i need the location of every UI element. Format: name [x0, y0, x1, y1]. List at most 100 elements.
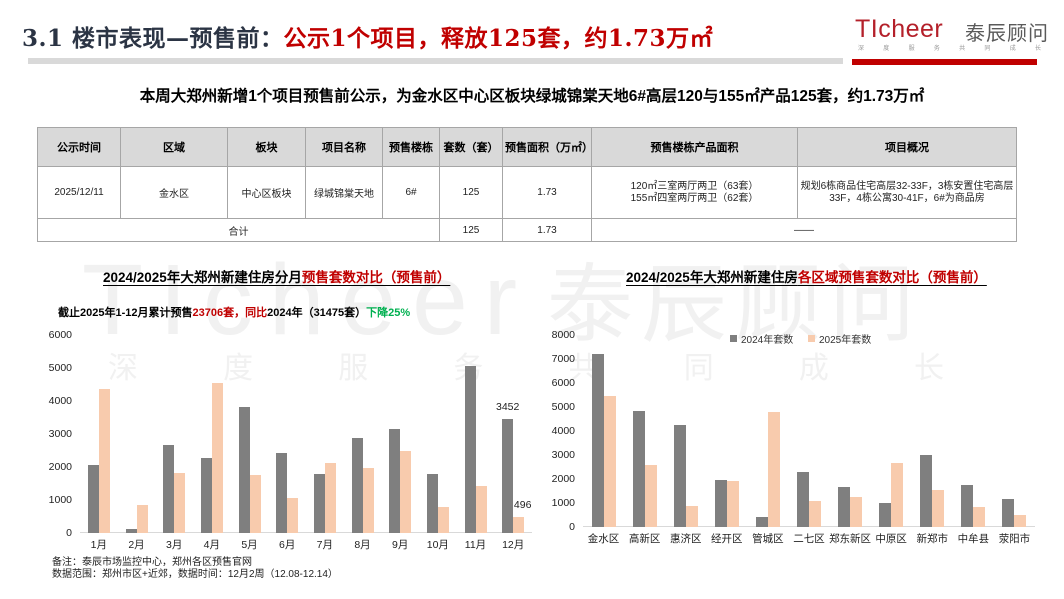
table-row: 2025/12/11 金水区 中心区板块 绿城锦棠天地 6# 125 1.73 … — [37, 166, 1017, 219]
x-axis-category: 3月 — [165, 539, 183, 551]
data-label: 3452 — [495, 401, 520, 414]
logo-slogan-char: 共 — [959, 46, 966, 52]
x-axis-category: 郑东新区 — [829, 533, 872, 545]
bar-series-b — [726, 481, 739, 527]
bar-series-a — [238, 406, 250, 533]
bar-series-a — [125, 529, 137, 533]
subtitle-total-2024: 2024年（31475套） — [267, 307, 367, 319]
watermark-char: 长 — [913, 352, 944, 385]
table-header-row: 公示时间 区域 板块 项目名称 预售楼栋 套数（套） 预售面积（万㎡） 预售楼栋… — [37, 127, 1017, 167]
cell-district: 金水区 — [120, 166, 228, 219]
bar-series-a — [920, 455, 933, 527]
bar-series-b — [287, 498, 299, 533]
total-area: 1.73 — [502, 218, 592, 242]
bar-series-a — [502, 419, 514, 533]
bar-series-b — [809, 501, 821, 527]
watermark-char: 同 — [683, 352, 714, 385]
x-axis-category: 7月 — [316, 539, 333, 551]
y-axis-tick: 0 — [66, 527, 72, 539]
bar-series-a — [961, 484, 974, 527]
title-divider-gray — [28, 58, 843, 64]
monthly-chart-subtitle: 截止2025年1-12月累计预售23706套，同比2024年（31475套）下降… — [58, 304, 410, 320]
x-axis-category: 6月 — [278, 539, 296, 551]
col-header-area: 预售面积（万㎡） — [502, 127, 593, 167]
presale-table: 公示时间 区域 板块 项目名称 预售楼栋 套数（套） 预售面积（万㎡） 预售楼栋… — [37, 127, 1017, 242]
bar-series-b — [644, 464, 657, 527]
bar-series-b — [211, 382, 223, 533]
logo-slogan-char: 务 — [933, 46, 940, 52]
bar-series-a — [351, 437, 363, 533]
col-header-district: 区域 — [120, 127, 228, 167]
watermark-slogan: 深 度 服 务 共 同 成 长 — [108, 352, 944, 386]
x-axis-category: 新郑市 — [916, 533, 949, 545]
title-divider-red — [852, 59, 1037, 65]
total-label: 合计 — [37, 218, 440, 242]
x-axis-category: 中原区 — [875, 533, 907, 545]
x-axis-category: 8月 — [354, 539, 371, 551]
y-axis-tick: 2000 — [551, 473, 575, 485]
col-header-date: 公示时间 — [37, 127, 121, 167]
watermark-char: 深 — [108, 352, 138, 385]
page-title-highlight: 公示1个项目，释放125套，约1.73万㎡ — [283, 25, 714, 52]
bar-series-a — [389, 429, 401, 533]
watermark-brand: TIcheer — [82, 244, 534, 356]
watermark-char: 度 — [223, 352, 254, 385]
legend-item-2024: 2024年套数 — [730, 331, 793, 346]
x-axis-category: 二七区 — [793, 533, 825, 545]
legend-label: 2024年套数 — [741, 335, 794, 346]
cell-date: 2025/12/11 — [37, 166, 121, 219]
bar-series-a — [755, 517, 768, 527]
page-title: 3.1 楼市表现—预售前：公示1个项目，释放125套，约1.73万㎡ — [22, 19, 713, 53]
x-axis-category: 12月 — [502, 539, 525, 551]
col-header-products: 预售楼栋产品面积 — [591, 127, 798, 167]
total-units: 125 — [439, 218, 503, 242]
x-axis-category: 惠济区 — [669, 533, 702, 545]
x-axis-category: 中牟县 — [957, 533, 990, 545]
watermark-logo: TIcheer 泰辰顾问 — [82, 250, 923, 355]
bar-series-b — [850, 496, 863, 527]
x-axis-category: 9月 — [391, 539, 409, 551]
col-header-units: 套数（套） — [439, 127, 503, 167]
x-axis-category: 高新区 — [628, 533, 661, 545]
cell-project: 绿城锦棠天地 — [305, 166, 383, 219]
footnote-source: 备注：泰辰市场监控中心，郑州各区预售官网 — [52, 557, 252, 568]
y-axis-tick: 1000 — [551, 497, 575, 509]
y-axis-tick: 1000 — [48, 494, 72, 506]
plot-area — [583, 335, 1035, 527]
x-axis-category: 荥阳市 — [998, 533, 1031, 545]
y-axis-tick: 2000 — [48, 461, 72, 473]
cell-block: 中心区板块 — [227, 166, 306, 219]
bar-series-b — [249, 474, 261, 533]
bar-series-b — [891, 463, 904, 527]
y-axis-tick: 0 — [569, 521, 575, 533]
x-axis-category: 4月 — [203, 539, 220, 551]
col-header-block: 板块 — [227, 127, 306, 167]
x-axis-category: 1月 — [90, 539, 107, 551]
logo-slogan: 深 度 服 务 共 同 成 长 — [858, 43, 1041, 52]
bar-series-b — [475, 486, 487, 533]
logo-slogan-char: 度 — [883, 46, 890, 52]
cell-area: 1.73 — [502, 166, 592, 219]
x-axis-category: 经开区 — [711, 533, 743, 545]
col-header-overview: 项目概况 — [797, 127, 1017, 167]
data-label: 496 — [513, 498, 532, 511]
watermark-char: 服 — [338, 352, 369, 385]
plot-area — [80, 335, 532, 533]
y-axis-tick: 8000 — [551, 329, 575, 341]
y-axis-tick: 7000 — [551, 353, 575, 365]
bar-series-b — [362, 467, 374, 533]
bar-series-b — [1014, 515, 1027, 527]
x-axis-category: 2月 — [128, 539, 145, 551]
x-axis-category: 11月 — [464, 539, 487, 551]
product-line: 155㎡四室两厅两卫（62套） — [630, 192, 759, 204]
bar-series-a — [838, 486, 851, 527]
bar-series-b — [437, 507, 449, 533]
legend-label: 2025年套数 — [819, 335, 872, 346]
bar-series-b — [136, 505, 148, 533]
logo-slogan-char: 服 — [908, 46, 915, 52]
district-chart-title-red: 各区域预售套数对比（预售前） — [797, 270, 987, 285]
y-axis-tick: 5000 — [551, 401, 575, 413]
watermark-char: 成 — [798, 352, 829, 385]
x-axis-category: 管城区 — [752, 533, 784, 545]
bar-series-b — [932, 489, 945, 527]
